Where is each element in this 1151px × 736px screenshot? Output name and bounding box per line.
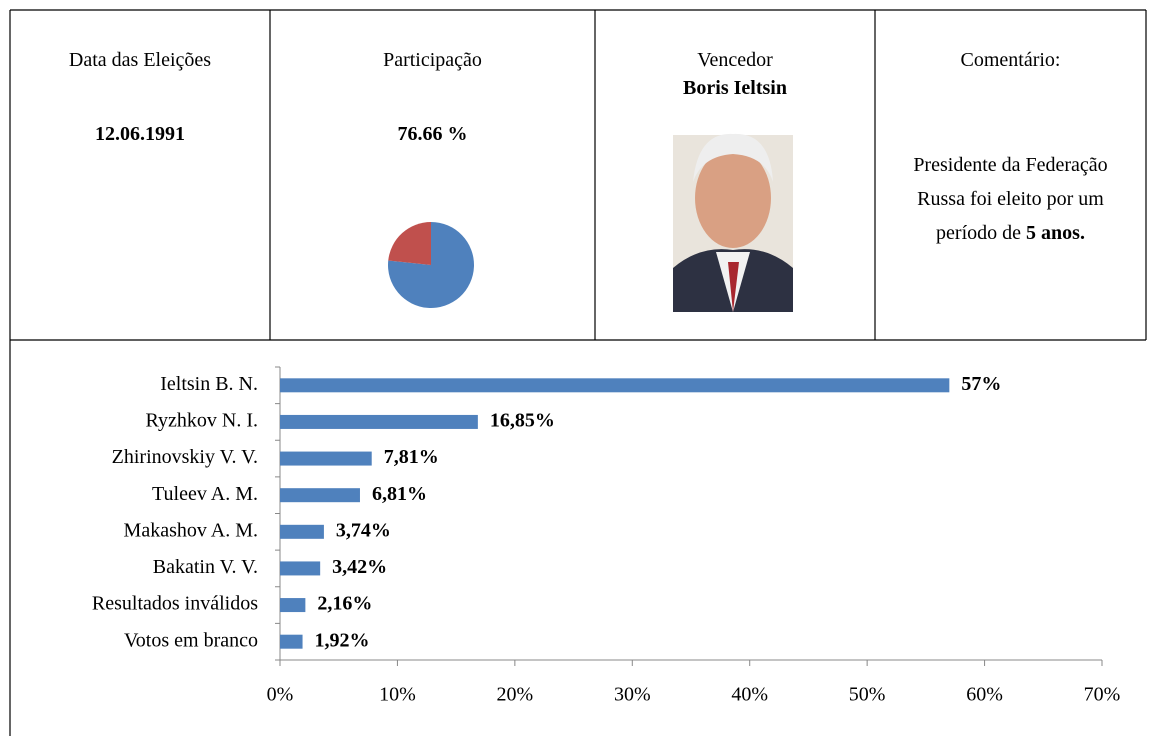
bar (280, 598, 305, 612)
winner-name: Boris Ieltsin (595, 76, 875, 100)
category-label: Resultados inválidos (92, 593, 258, 615)
x-tick-label: 20% (497, 684, 534, 706)
x-tick-label: 60% (966, 684, 1003, 706)
bar (280, 488, 360, 502)
value-label: 3,42% (332, 556, 387, 578)
x-tick-label: 70% (1084, 684, 1121, 706)
x-tick-label: 40% (731, 684, 768, 706)
value-label: 3,74% (336, 519, 391, 541)
bar (280, 561, 320, 575)
pie-slice (388, 222, 431, 265)
value-label: 6,81% (372, 483, 427, 505)
winner-label: Vencedor (595, 48, 875, 72)
participation-label: Participação (270, 48, 595, 72)
x-tick-label: 50% (849, 684, 886, 706)
category-label: Votos em branco (124, 629, 258, 651)
value-label: 57% (961, 373, 1001, 395)
frame: 0% 10% 20% 30% 40% 50% 60% 70% Ieltsin B. N. 57% R… (0, 0, 1151, 736)
date-label: Data das Eleições (10, 48, 270, 72)
x-tick-label: 0% (267, 684, 294, 706)
category-label: Makashov A. M. (124, 519, 258, 541)
comment: Presidente da Federação Russa foi eleito… (913, 148, 1108, 250)
value-label: 2,16% (317, 593, 372, 615)
category-label: Ieltsin B. N. (160, 373, 258, 395)
comment-highlight: 5 anos. (1026, 222, 1085, 244)
date-value: 12.06.1991 (10, 122, 270, 146)
bar (280, 635, 303, 649)
value-label: 16,85% (490, 410, 555, 432)
value-label: 1,92% (315, 629, 370, 651)
bar (280, 525, 324, 539)
x-tick-label: 10% (379, 684, 416, 706)
category-label: Zhirinovskiy V. V. (112, 446, 258, 468)
bar (280, 378, 949, 392)
x-tick-label: 30% (614, 684, 651, 706)
comment-label: Comentário: (875, 48, 1146, 72)
bar (280, 452, 372, 466)
category-label: Bakatin V. V. (153, 556, 258, 578)
portrait (673, 134, 793, 312)
bar (280, 415, 478, 429)
participation-value: 76.66 % (270, 122, 595, 146)
category-label: Ryzhkov N. I. (145, 410, 258, 432)
value-label: 7,81% (384, 446, 439, 468)
page: 0% 10% 20% 30% 40% 50% 60% 70% Ieltsin B. N. 57% R… (0, 0, 1151, 736)
category-label: Tuleev A. M. (152, 483, 258, 505)
